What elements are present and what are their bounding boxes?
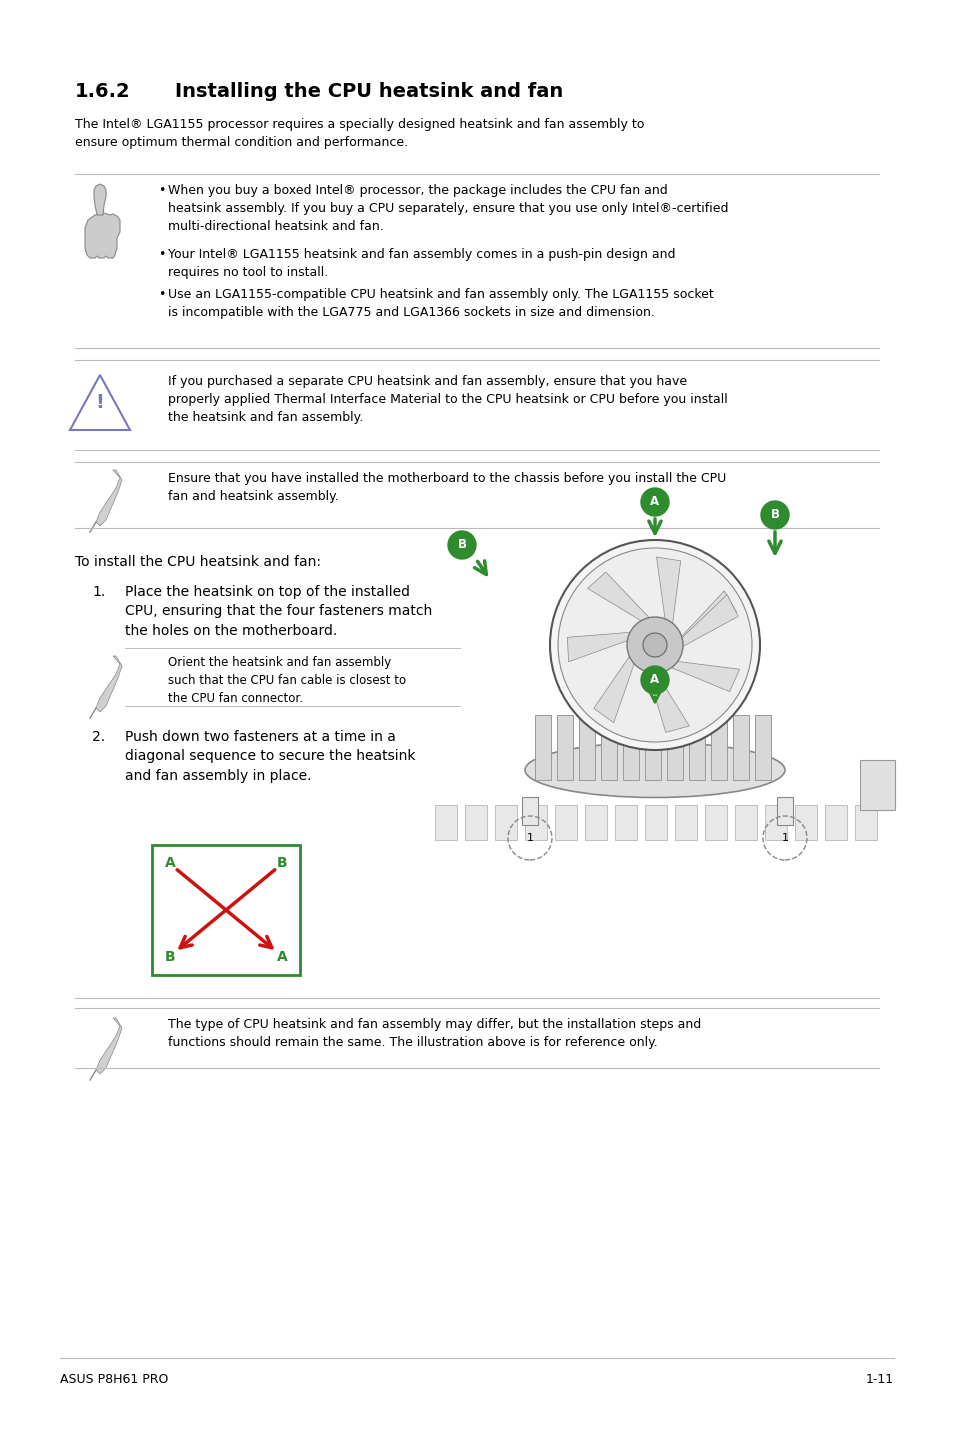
Bar bbox=[622, 715, 639, 779]
Text: •: • bbox=[158, 247, 165, 262]
Bar bbox=[704, 805, 726, 840]
Text: B: B bbox=[165, 951, 175, 963]
Circle shape bbox=[640, 487, 668, 516]
Text: !: ! bbox=[95, 394, 104, 413]
Text: If you purchased a separate CPU heatsink and fan assembly, ensure that you have
: If you purchased a separate CPU heatsink… bbox=[168, 375, 727, 424]
Bar bbox=[764, 805, 786, 840]
Polygon shape bbox=[681, 594, 738, 647]
Bar bbox=[578, 715, 595, 779]
Text: 1: 1 bbox=[781, 833, 788, 843]
Text: 1.6.2: 1.6.2 bbox=[75, 82, 131, 101]
Text: Ensure that you have installed the motherboard to the chassis before you install: Ensure that you have installed the mothe… bbox=[168, 472, 725, 503]
Bar bbox=[666, 715, 682, 779]
Text: B: B bbox=[276, 856, 287, 870]
Polygon shape bbox=[85, 213, 120, 257]
Text: When you buy a boxed Intel® processor, the package includes the CPU fan and
heat: When you buy a boxed Intel® processor, t… bbox=[168, 184, 728, 233]
Bar bbox=[584, 805, 606, 840]
Polygon shape bbox=[647, 672, 689, 732]
FancyBboxPatch shape bbox=[152, 846, 299, 975]
Polygon shape bbox=[859, 761, 894, 810]
Text: 1.: 1. bbox=[91, 585, 105, 600]
Bar bbox=[555, 805, 577, 840]
Polygon shape bbox=[656, 557, 680, 623]
Bar bbox=[854, 805, 876, 840]
Text: Orient the heatsink and fan assembly
such that the CPU fan cable is closest to
t: Orient the heatsink and fan assembly suc… bbox=[168, 656, 406, 705]
Text: A: A bbox=[165, 856, 175, 870]
Circle shape bbox=[558, 548, 751, 742]
Polygon shape bbox=[96, 656, 122, 712]
Bar bbox=[688, 715, 704, 779]
Bar bbox=[794, 805, 816, 840]
Polygon shape bbox=[680, 591, 736, 646]
Text: 2.: 2. bbox=[91, 731, 105, 743]
Bar bbox=[521, 797, 537, 825]
Text: 1: 1 bbox=[526, 833, 533, 843]
Bar bbox=[754, 715, 770, 779]
Bar bbox=[600, 715, 617, 779]
Bar bbox=[495, 805, 517, 840]
Bar bbox=[710, 715, 726, 779]
Circle shape bbox=[550, 541, 760, 751]
Text: Place the heatsink on top of the installed
CPU, ensuring that the four fasteners: Place the heatsink on top of the install… bbox=[125, 585, 432, 638]
Bar bbox=[732, 715, 748, 779]
Circle shape bbox=[642, 633, 666, 657]
Circle shape bbox=[448, 531, 476, 559]
Polygon shape bbox=[567, 633, 629, 661]
Polygon shape bbox=[671, 661, 739, 692]
Circle shape bbox=[640, 666, 668, 695]
Text: ASUS P8H61 PRO: ASUS P8H61 PRO bbox=[60, 1373, 168, 1386]
Text: 1-11: 1-11 bbox=[865, 1373, 893, 1386]
Text: Use an LGA1155-compatible CPU heatsink and fan assembly only. The LGA1155 socket: Use an LGA1155-compatible CPU heatsink a… bbox=[168, 288, 713, 319]
Text: A: A bbox=[276, 951, 287, 963]
Text: B: B bbox=[770, 509, 779, 522]
Text: Your Intel® LGA1155 heatsink and fan assembly comes in a push-pin design and
req: Your Intel® LGA1155 heatsink and fan ass… bbox=[168, 247, 675, 279]
Polygon shape bbox=[587, 572, 648, 621]
Bar bbox=[435, 805, 456, 840]
Text: A: A bbox=[650, 673, 659, 686]
Bar bbox=[557, 715, 573, 779]
Text: The type of CPU heatsink and fan assembly may differ, but the installation steps: The type of CPU heatsink and fan assembl… bbox=[168, 1018, 700, 1048]
Text: The Intel® LGA1155 processor requires a specially designed heatsink and fan asse: The Intel® LGA1155 processor requires a … bbox=[75, 118, 643, 150]
Text: Push down two fasteners at a time in a
diagonal sequence to secure the heatsink
: Push down two fasteners at a time in a d… bbox=[125, 731, 416, 784]
Polygon shape bbox=[94, 184, 106, 216]
Text: B: B bbox=[457, 538, 466, 552]
Ellipse shape bbox=[524, 742, 784, 798]
Polygon shape bbox=[96, 1018, 122, 1074]
Bar bbox=[644, 805, 666, 840]
Circle shape bbox=[760, 500, 788, 529]
Bar bbox=[824, 805, 846, 840]
Text: •: • bbox=[158, 288, 165, 301]
Bar bbox=[464, 805, 486, 840]
Bar bbox=[734, 805, 757, 840]
Bar bbox=[776, 797, 792, 825]
Text: To install the CPU heatsink and fan:: To install the CPU heatsink and fan: bbox=[75, 555, 320, 569]
Bar bbox=[615, 805, 637, 840]
Polygon shape bbox=[96, 470, 122, 526]
Bar bbox=[675, 805, 697, 840]
Bar bbox=[524, 805, 546, 840]
Bar bbox=[644, 715, 660, 779]
Circle shape bbox=[626, 617, 682, 673]
Text: Installing the CPU heatsink and fan: Installing the CPU heatsink and fan bbox=[174, 82, 562, 101]
Text: •: • bbox=[158, 184, 165, 197]
Polygon shape bbox=[594, 656, 634, 723]
Bar bbox=[535, 715, 551, 779]
Text: A: A bbox=[650, 496, 659, 509]
